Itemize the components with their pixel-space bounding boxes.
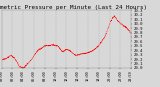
Title: Barometric Pressure per Minute (Last 24 Hours): Barometric Pressure per Minute (Last 24 …: [0, 5, 147, 10]
